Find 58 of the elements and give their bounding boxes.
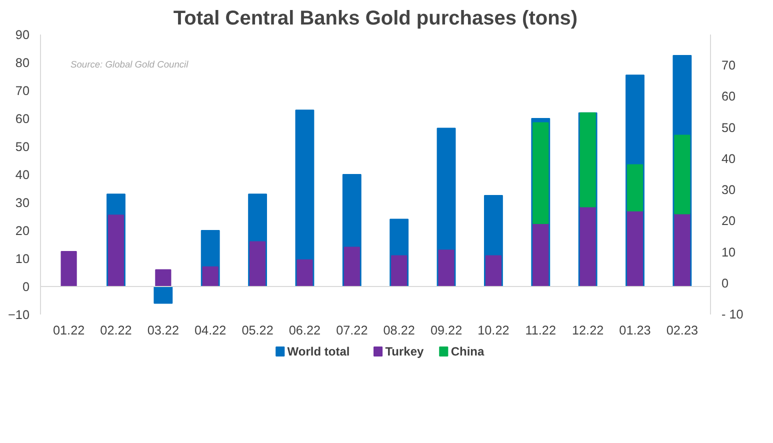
bar: [296, 259, 313, 287]
bar: [344, 246, 360, 287]
x-tick-label: 12.22: [572, 324, 604, 338]
x-tick-label: 09.22: [430, 324, 462, 338]
bar: [438, 250, 454, 287]
y2-tick-label: 50: [722, 120, 736, 135]
bar: [108, 214, 124, 287]
x-tick-label: 07.22: [336, 324, 368, 338]
y2-tick-label: 40: [722, 152, 736, 166]
legend-label: Turkey: [385, 344, 424, 358]
x-tick-label: 03.22: [147, 324, 180, 338]
bar: [674, 213, 690, 287]
x-tick-label: 11.22: [525, 324, 556, 338]
y-tick-label: 90: [15, 28, 30, 42]
y2-tick-label: - 10: [722, 308, 744, 322]
x-tick-label: 01.22: [52, 324, 85, 338]
bar: [580, 112, 596, 208]
x-tick-label: 06.22: [288, 324, 321, 338]
legend-label: World total: [287, 344, 350, 358]
bar: [60, 251, 77, 287]
y2-tick-label: 20: [722, 214, 736, 228]
y-tick-label: 80: [15, 56, 30, 70]
bar: [391, 255, 408, 287]
annotation: Source: Global Gold Council: [70, 60, 190, 70]
y-tick-label: 20: [15, 224, 30, 238]
x-tick-label: 10.22: [478, 324, 510, 338]
bar: [485, 255, 502, 287]
y-tick-label: 10: [15, 252, 30, 266]
bar: [155, 269, 172, 287]
y-tick-label: 40: [15, 168, 30, 182]
x-tick-label: 08.22: [383, 324, 415, 338]
y-tick-label: 60: [15, 112, 30, 126]
x-tick-label: 02.23: [666, 324, 698, 338]
y-tick-label: 0: [22, 280, 30, 294]
legend-label: China: [450, 344, 484, 358]
y2-tick-label: 0: [722, 276, 729, 290]
x-tick-label: 04.22: [194, 324, 226, 338]
bar: [580, 206, 596, 287]
x-tick-label: 02.22: [100, 324, 132, 338]
bar: [202, 266, 218, 287]
chart-title: Total Central Banks Gold purchases (tons): [173, 8, 578, 30]
bar: [532, 223, 549, 287]
y-tick-label: 30: [15, 196, 30, 210]
y2-tick-label: 10: [722, 245, 736, 260]
bar: [532, 122, 549, 224]
bar: [249, 241, 266, 287]
bar: [626, 164, 644, 212]
y-tick-label: −10: [8, 308, 30, 322]
y-tick-label: 70: [15, 84, 30, 98]
y-tick-label: 50: [15, 140, 30, 154]
bar: [154, 286, 173, 304]
x-tick-label: 05.22: [242, 324, 274, 338]
x-tick-label: 01.23: [619, 324, 651, 338]
y2-tick-label: 70: [722, 58, 736, 73]
bar: [674, 134, 690, 214]
y2-tick-label: 60: [722, 90, 736, 104]
bar: [626, 210, 644, 287]
y2-tick-label: 30: [722, 183, 736, 198]
